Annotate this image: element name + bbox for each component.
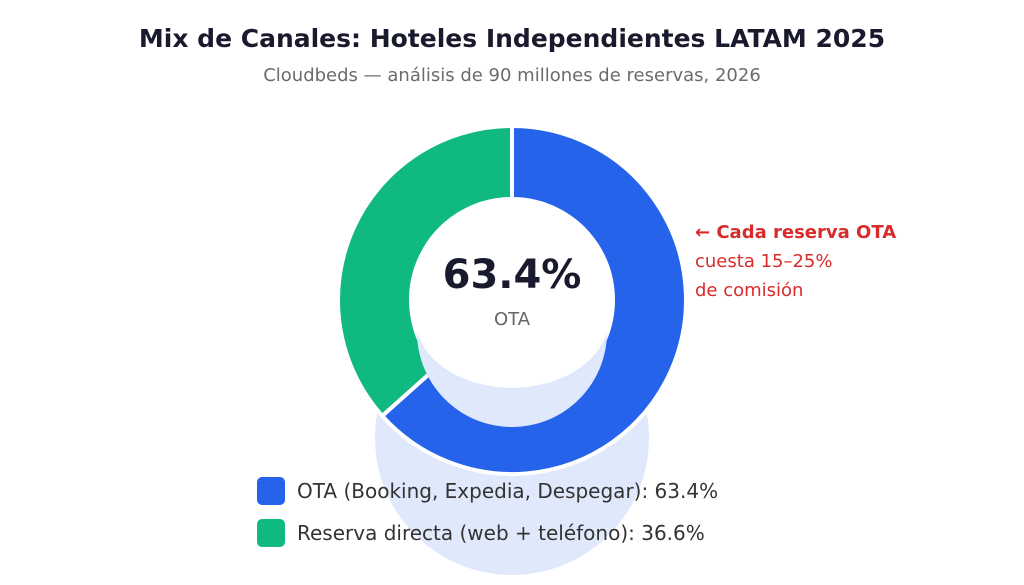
legend-item-ota: OTA (Booking, Expedia, Despegar): 63.4% bbox=[257, 476, 718, 506]
legend-swatch-ota bbox=[257, 477, 285, 505]
chart-subtitle: Cloudbeds — análisis de 90 millones de r… bbox=[263, 65, 761, 86]
center-label: OTA bbox=[493, 309, 531, 330]
legend-label-direct: Reserva directa (web + teléfono): 36.6% bbox=[297, 521, 705, 545]
annotation-line-2: cuesta 15–25% bbox=[695, 251, 833, 272]
annotation-line-1: ← Cada reserva OTA bbox=[695, 222, 897, 243]
chart-title: Mix de Canales: Hoteles Independientes L… bbox=[138, 24, 886, 53]
legend-swatch-direct bbox=[257, 519, 285, 547]
donut-hole bbox=[413, 201, 611, 399]
legend: OTA (Booking, Expedia, Despegar): 63.4% … bbox=[257, 476, 718, 560]
legend-label-ota: OTA (Booking, Expedia, Despegar): 63.4% bbox=[297, 479, 719, 503]
annotation-line-3: de comisión bbox=[695, 280, 804, 301]
legend-item-direct: Reserva directa (web + teléfono): 36.6% bbox=[257, 518, 718, 548]
center-value: 63.4% bbox=[442, 252, 582, 298]
commission-annotation: ← Cada reserva OTA cuesta 15–25% de comi… bbox=[695, 218, 896, 305]
donut-slice-direct bbox=[336, 123, 514, 419]
donut-hole-crescent bbox=[417, 332, 607, 427]
